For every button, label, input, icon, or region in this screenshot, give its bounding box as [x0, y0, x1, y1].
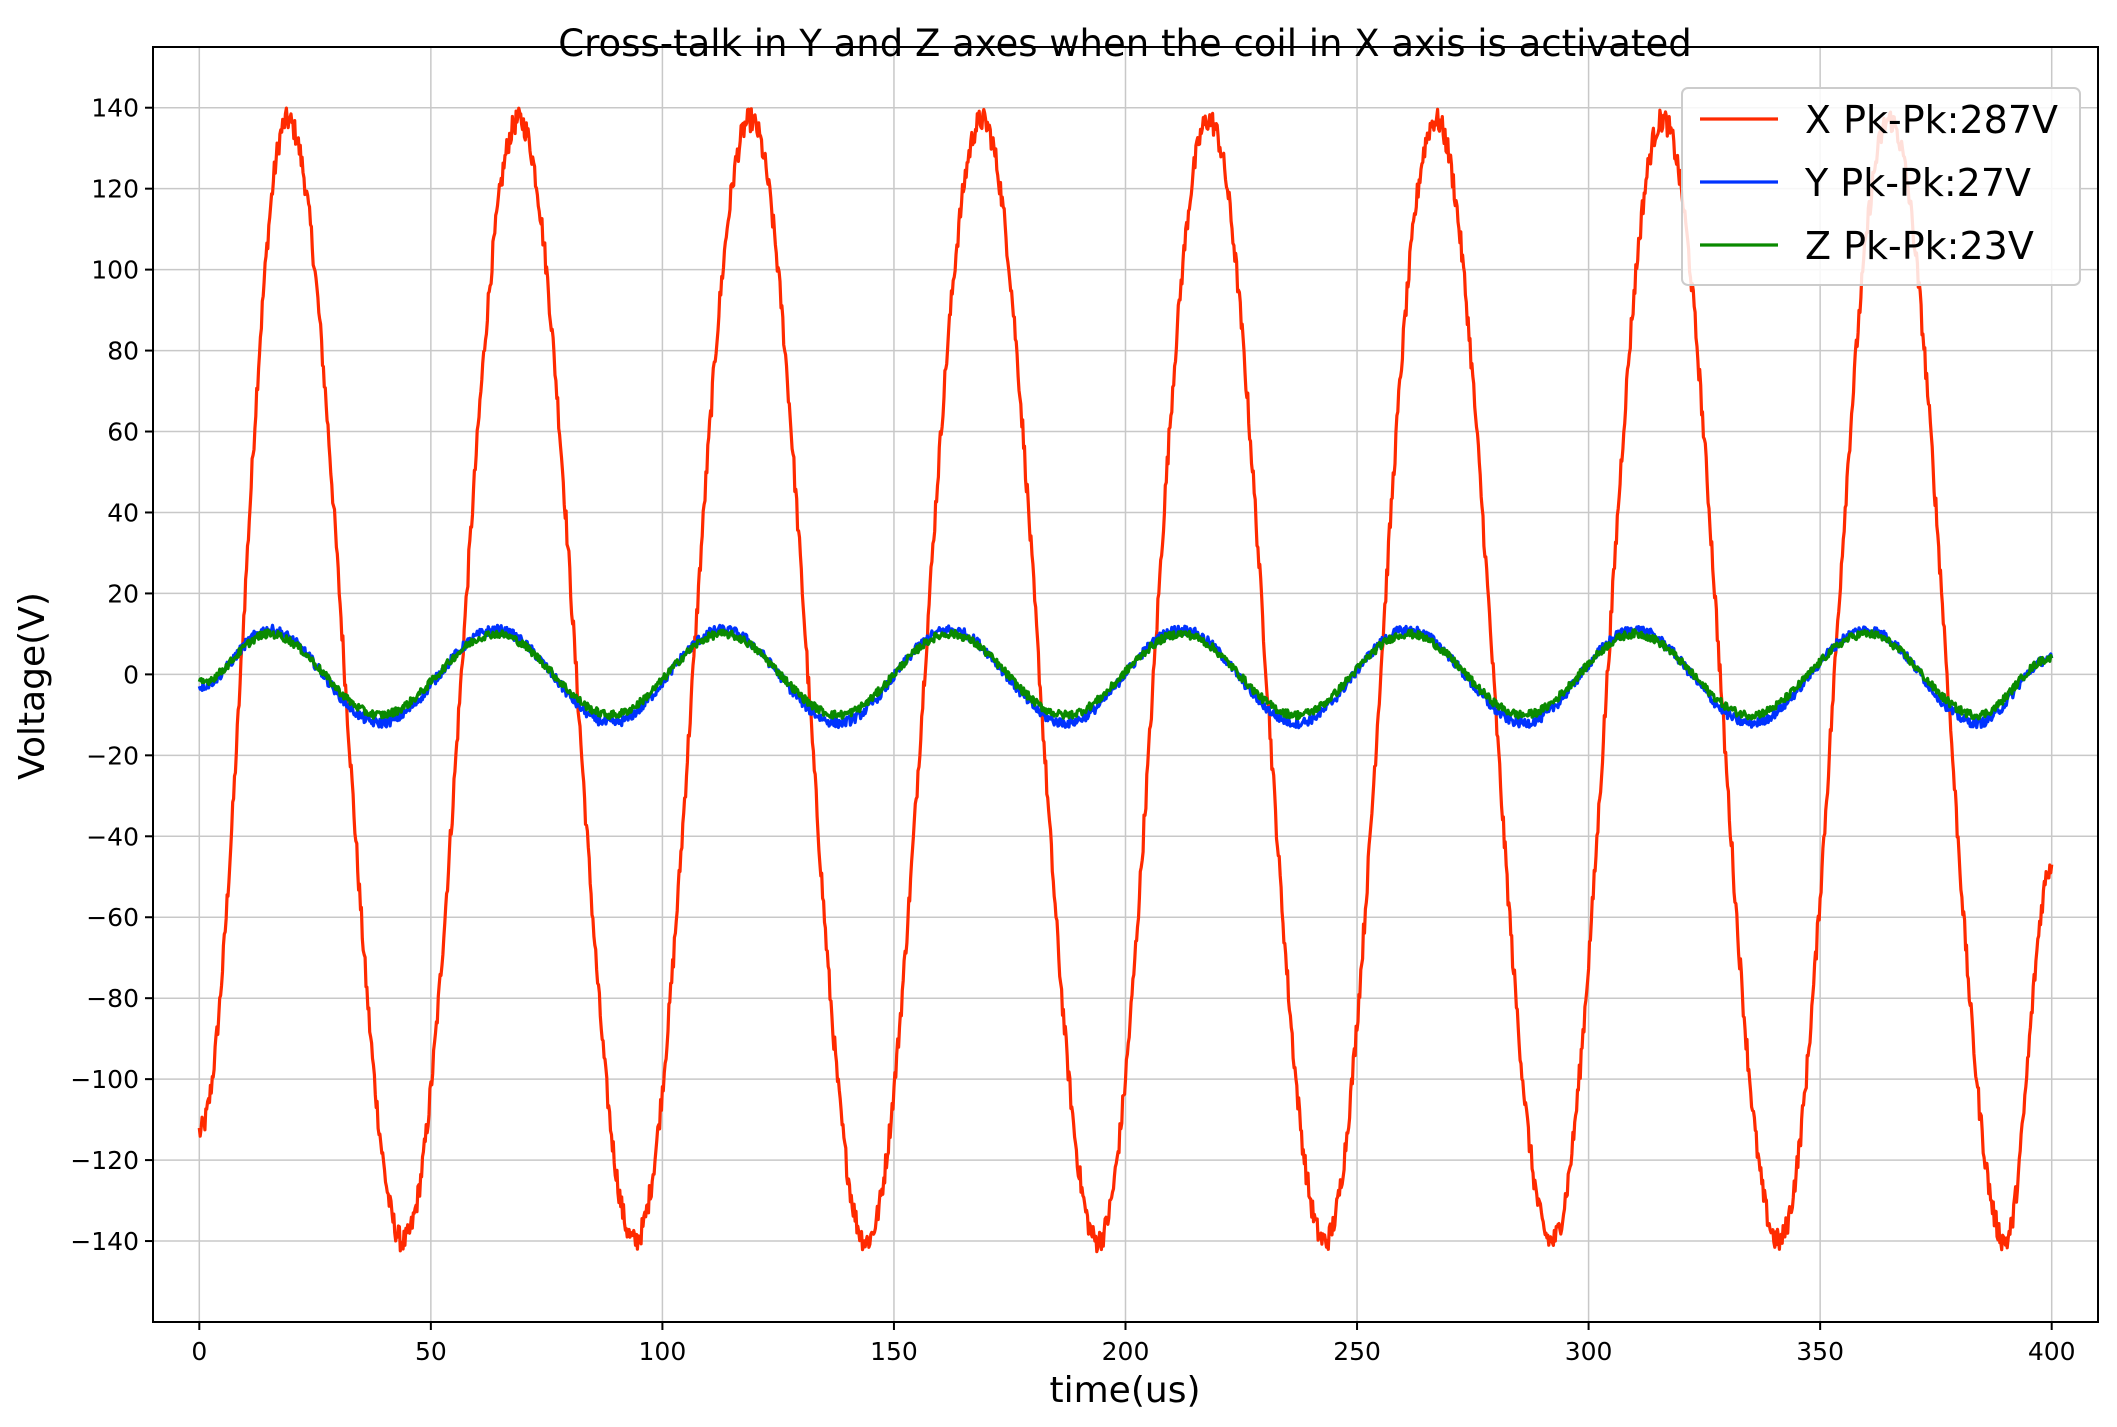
x-tick-label: 350	[1796, 1337, 1844, 1366]
y-tick-label: 0	[123, 660, 139, 689]
legend-box	[1681, 87, 2081, 286]
series-layer	[197, 106, 2054, 1254]
chart-title: Cross-talk in Y and Z axes when the coil…	[558, 22, 1691, 65]
x-tick-label: 150	[870, 1337, 918, 1366]
y-axis-title: Voltage(V)	[12, 592, 53, 780]
y-tick-label: 40	[107, 498, 139, 527]
y-tick-label: −120	[70, 1146, 139, 1175]
y-tick-label: 140	[91, 94, 139, 123]
legend-label: X Pk-Pk:287V	[1805, 98, 2058, 142]
y-tick-label: 80	[107, 337, 139, 366]
x-axis-title: time(us)	[1050, 1370, 1201, 1411]
x-tick-label: 300	[1565, 1337, 1613, 1366]
x-tick-label: 250	[1333, 1337, 1381, 1366]
legend: X Pk-Pk:287V Y Pk-Pk:27V Z Pk-Pk:23V	[1681, 87, 2081, 286]
series-line-x	[197, 106, 2054, 1254]
legend-label: Z Pk-Pk:23V	[1805, 224, 2034, 268]
y-tick-label: 20	[107, 579, 139, 608]
y-tick-label: 60	[107, 418, 139, 447]
tick-layer: 0 50 100 150 200 250 300 350 400−140−120−100−80−…	[70, 94, 2075, 1366]
y-tick-label: −60	[86, 903, 139, 932]
x-tick-label: 0	[191, 1337, 207, 1366]
legend-items: X Pk-Pk:287V Y Pk-Pk:27V Z Pk-Pk:23V	[1700, 98, 2058, 268]
y-tick-label: −40	[86, 822, 139, 851]
x-tick-label: 100	[639, 1337, 687, 1366]
y-tick-label: −140	[70, 1227, 139, 1256]
y-tick-label: −80	[86, 984, 139, 1013]
legend-label: Y Pk-Pk:27V	[1804, 161, 2031, 205]
x-tick-label: 50	[415, 1337, 447, 1366]
y-tick-label: 100	[91, 256, 139, 285]
y-tick-label: −20	[86, 741, 139, 770]
x-tick-label: 200	[1102, 1337, 1150, 1366]
series-line-z	[197, 628, 2054, 721]
y-tick-label: 120	[91, 175, 139, 204]
y-tick-label: −100	[70, 1065, 139, 1094]
x-tick-label: 400	[2028, 1337, 2076, 1366]
